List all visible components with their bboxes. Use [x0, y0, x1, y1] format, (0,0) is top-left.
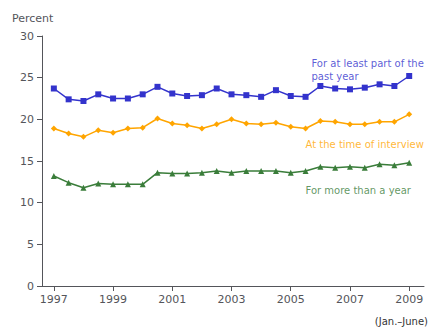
svg-text:30: 30 [20, 30, 34, 43]
svg-text:2003: 2003 [218, 293, 246, 306]
svg-text:At the time of interview: At the time of interview [306, 139, 424, 150]
svg-text:25: 25 [20, 71, 34, 84]
svg-text:2007: 2007 [336, 293, 364, 306]
svg-text:20: 20 [20, 113, 34, 126]
svg-text:(Jan.–June): (Jan.–June) [375, 316, 428, 327]
svg-text:Percent: Percent [12, 12, 54, 25]
svg-text:5: 5 [27, 238, 34, 251]
svg-text:2005: 2005 [277, 293, 305, 306]
svg-text:1997: 1997 [40, 293, 68, 306]
svg-text:0: 0 [27, 280, 34, 293]
svg-text:2001: 2001 [158, 293, 186, 306]
svg-text:past year: past year [311, 71, 359, 82]
svg-text:15: 15 [20, 155, 34, 168]
svg-text:For more than a year: For more than a year [306, 185, 412, 196]
svg-text:10: 10 [20, 196, 34, 209]
svg-text:1999: 1999 [99, 293, 127, 306]
svg-text:2009: 2009 [395, 293, 423, 306]
svg-text:For at least part of the: For at least part of the [311, 58, 423, 69]
